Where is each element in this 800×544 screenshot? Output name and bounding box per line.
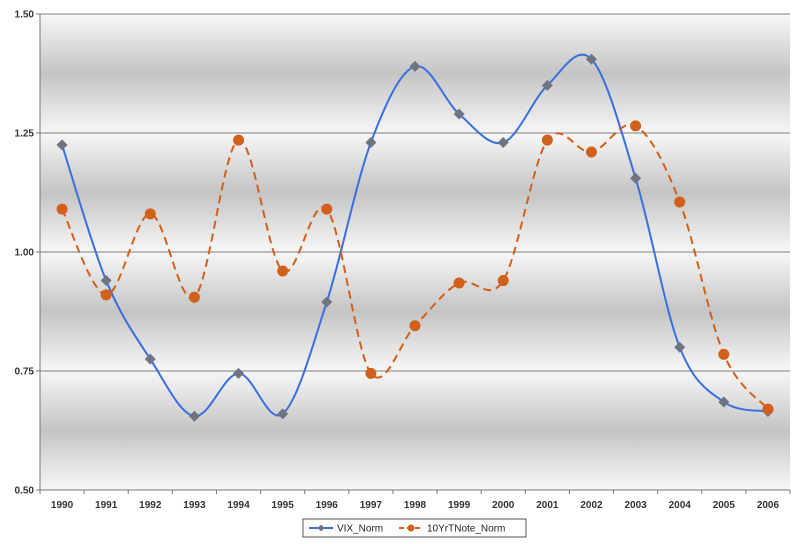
data-point xyxy=(188,410,200,422)
x-tick-label: 1998 xyxy=(404,500,427,511)
x-tick-label: 1992 xyxy=(139,500,162,511)
data-point xyxy=(233,367,245,379)
data-point xyxy=(541,79,553,91)
x-tick-label: 2002 xyxy=(580,500,603,511)
series-line xyxy=(61,123,769,410)
data-point xyxy=(144,208,156,220)
x-tick-label: 1994 xyxy=(227,500,250,511)
data-point xyxy=(365,367,377,379)
series-VIX_Norm xyxy=(56,53,774,422)
legend-item: 10YrTNote_Norm xyxy=(399,524,505,535)
y-tick-label: 0.75 xyxy=(15,367,35,378)
y-axis-ticks: 0.50 0.75 1.00 1.25 1.50 xyxy=(15,10,35,497)
x-tick-label: 2004 xyxy=(669,500,692,511)
data-point xyxy=(321,203,333,215)
x-tick-label: 1993 xyxy=(183,500,206,511)
data-point xyxy=(188,291,200,303)
legend-swatch-marker xyxy=(317,524,325,532)
series-10YrTNote_Norm xyxy=(56,120,774,415)
plot-band xyxy=(40,14,790,133)
x-tick-label: 1990 xyxy=(51,500,74,511)
legend-item: VIX_Norm xyxy=(309,524,383,535)
data-point xyxy=(497,137,509,149)
plot-band xyxy=(40,371,790,490)
plot-band xyxy=(40,252,790,371)
data-point xyxy=(277,408,289,420)
data-point xyxy=(409,60,421,72)
data-point xyxy=(585,53,597,65)
x-tick-label: 1997 xyxy=(360,500,383,511)
legend-label: VIX_Norm xyxy=(337,524,383,535)
x-axis-ticks: 1990 1991 1992 1993 1994 1995 1996 1997 1998 1999… xyxy=(51,500,780,511)
legend: VIX_Norm 10YrTNote_Norm xyxy=(302,518,527,538)
data-point xyxy=(100,275,112,287)
data-point xyxy=(453,277,465,289)
data-point xyxy=(56,203,68,215)
x-tick-label: 1995 xyxy=(272,500,295,511)
y-tick-label: 1.50 xyxy=(15,10,35,21)
data-point xyxy=(630,172,642,184)
x-tick-label: 2003 xyxy=(624,500,647,511)
y-tick-label: 1.25 xyxy=(15,129,35,140)
data-point xyxy=(56,139,68,151)
data-point xyxy=(497,275,509,287)
legend-swatch-marker xyxy=(407,524,415,532)
data-point xyxy=(321,296,333,308)
data-point xyxy=(365,137,377,149)
data-point xyxy=(585,146,597,158)
x-tick-label: 1991 xyxy=(95,500,118,511)
x-tick-label: 1999 xyxy=(448,500,471,511)
data-point xyxy=(541,134,553,146)
x-tick-label: 1996 xyxy=(316,500,339,511)
data-point xyxy=(630,120,642,132)
data-point xyxy=(762,403,774,415)
data-point xyxy=(409,320,421,332)
series-line xyxy=(61,53,769,418)
series-layer xyxy=(56,53,774,422)
plot-background xyxy=(40,14,790,490)
data-point xyxy=(718,348,730,360)
data-point xyxy=(718,396,730,408)
x-tick-label: 2005 xyxy=(713,500,736,511)
y-tick-label: 1.00 xyxy=(15,248,35,259)
legend-label: 10YrTNote_Norm xyxy=(427,524,505,535)
y-tick-label: 0.50 xyxy=(15,486,35,497)
axes xyxy=(36,13,791,494)
data-point xyxy=(144,353,156,365)
x-tick-label: 2006 xyxy=(757,500,780,511)
data-point xyxy=(674,196,686,208)
data-point xyxy=(453,108,465,120)
data-point xyxy=(277,265,289,277)
x-tick-label: 2000 xyxy=(492,500,515,511)
plot-band xyxy=(40,133,790,252)
data-point xyxy=(233,134,245,146)
data-point xyxy=(100,289,112,301)
data-point xyxy=(674,341,686,353)
x-tick-label: 2001 xyxy=(536,500,559,511)
